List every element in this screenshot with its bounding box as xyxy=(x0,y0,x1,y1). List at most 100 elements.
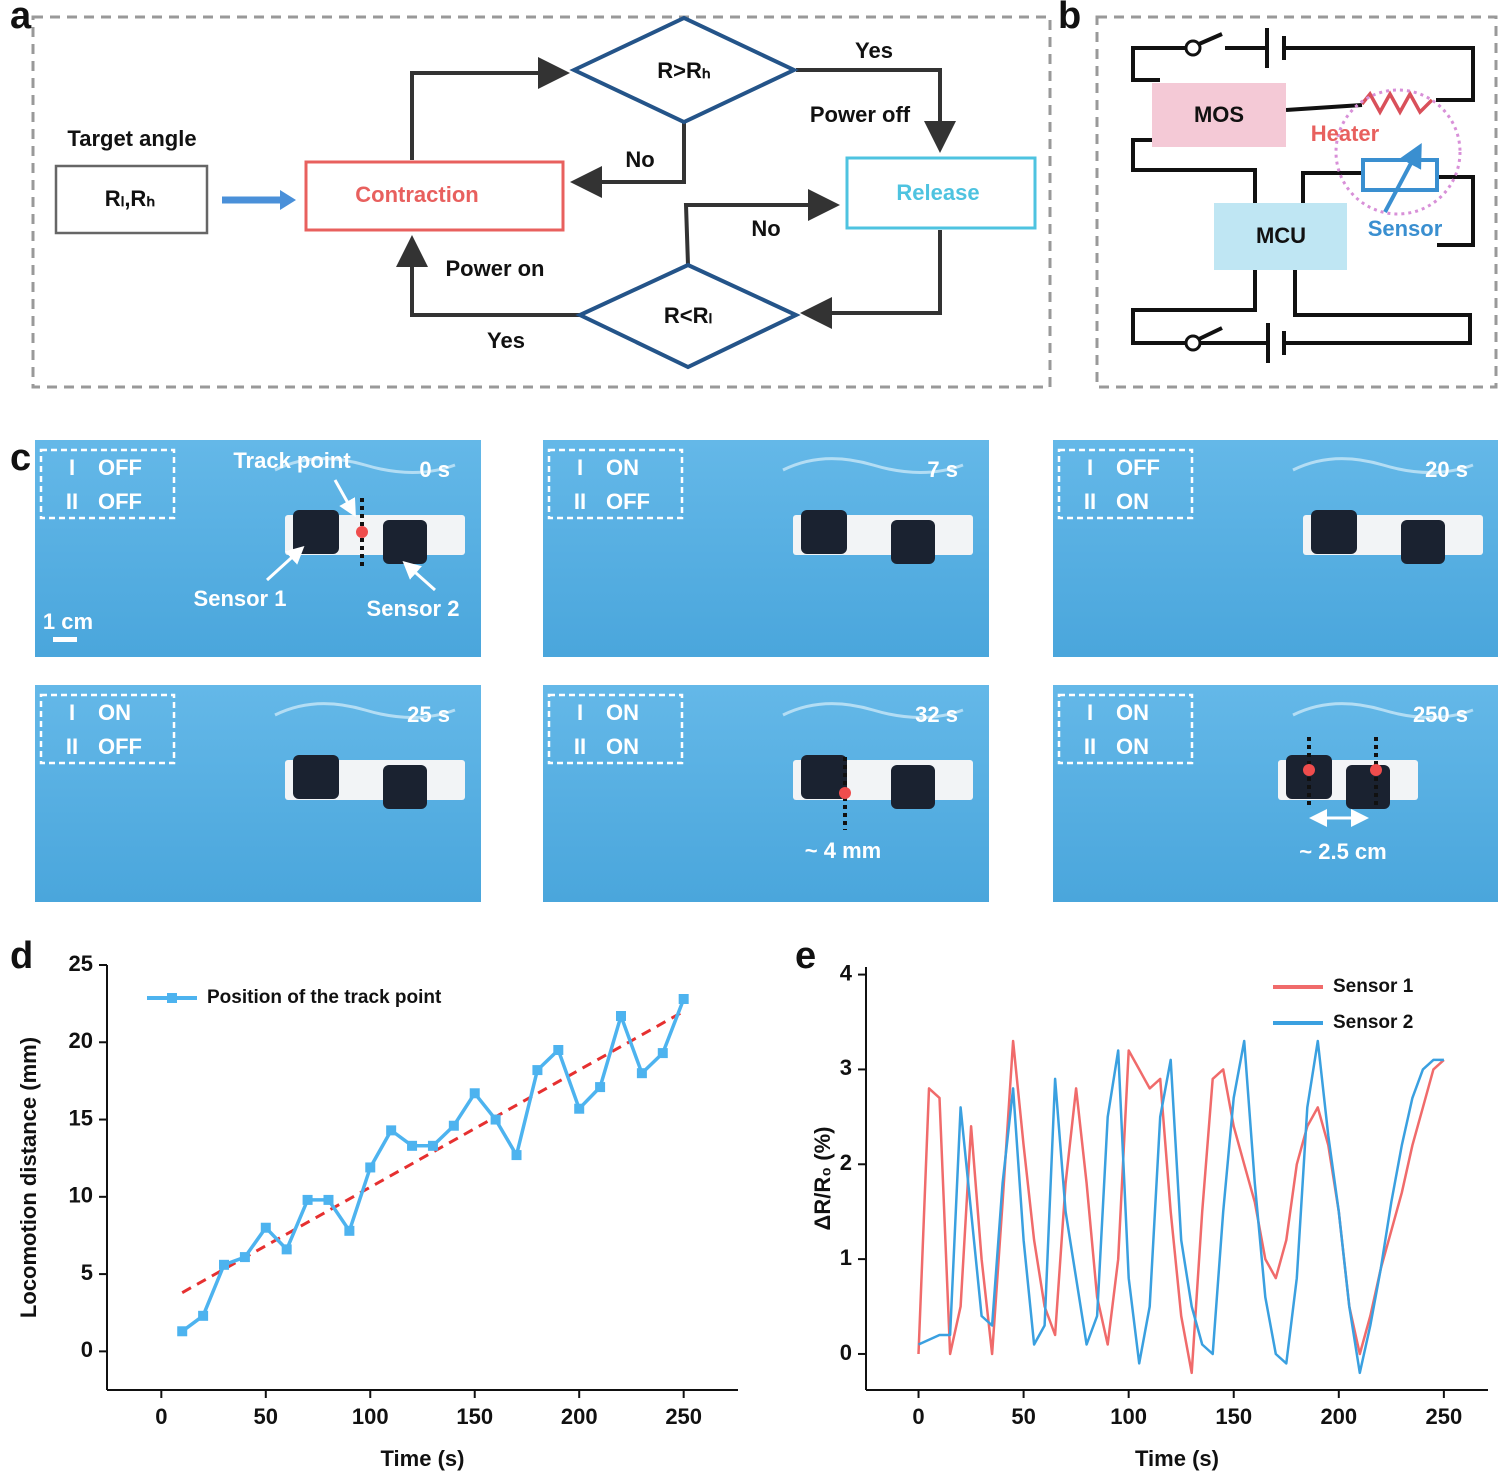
y-tick-label: 3 xyxy=(840,1055,852,1080)
annotation: Sensor 1 xyxy=(194,586,287,611)
panel-label: b xyxy=(1058,0,1081,37)
data-point xyxy=(386,1125,397,1136)
scale-bar xyxy=(53,637,77,642)
status-channel: I xyxy=(1087,700,1093,725)
sensor-pad xyxy=(891,520,935,564)
input-text: Rₗ,Rₕ xyxy=(105,186,156,211)
mos-box xyxy=(1152,83,1286,147)
track-dot xyxy=(1370,764,1382,776)
heater xyxy=(1360,90,1434,116)
wire xyxy=(1131,46,1186,82)
sensor-pad xyxy=(891,765,935,809)
data-point xyxy=(490,1114,501,1125)
panel-label: a xyxy=(10,0,32,37)
y-tick-label: 5 xyxy=(81,1260,93,1285)
data-point xyxy=(595,1082,606,1093)
status-state: OFF xyxy=(606,489,650,514)
sensor-pad xyxy=(383,520,427,564)
status-channel: II xyxy=(574,734,586,759)
status-state: OFF xyxy=(1116,455,1160,480)
edge-label: No xyxy=(625,147,654,172)
data-point xyxy=(532,1065,543,1076)
input-arrow-head xyxy=(280,190,296,210)
y-tick-label: 0 xyxy=(81,1337,93,1362)
legend-label: Sensor 1 xyxy=(1333,976,1414,997)
data-point xyxy=(574,1103,585,1114)
water-reflection xyxy=(274,702,456,719)
trend-line xyxy=(181,1010,685,1294)
edge-label: Yes xyxy=(855,38,893,63)
status-channel: II xyxy=(66,734,78,759)
decision-diamond xyxy=(569,15,799,125)
flow-arrow xyxy=(570,122,686,198)
sensor-pad xyxy=(293,755,339,799)
data-point xyxy=(657,1048,668,1059)
data-point xyxy=(219,1259,230,1270)
sensor-pad xyxy=(1311,510,1357,554)
panel-label: e xyxy=(795,935,816,977)
series-line xyxy=(181,998,686,1333)
x-tick-label: 50 xyxy=(254,1404,278,1429)
y-tick-label: 10 xyxy=(69,1183,93,1208)
status-state: OFF xyxy=(98,489,142,514)
input-box xyxy=(54,164,209,235)
panel-frame xyxy=(31,15,1052,389)
annotation: ~ 4 mm xyxy=(805,838,881,863)
time-label: 32 s xyxy=(915,702,958,727)
data-point xyxy=(365,1162,376,1173)
sensor-arrow xyxy=(1383,142,1422,213)
x-tick-label: 250 xyxy=(1426,1404,1463,1429)
release-text: Release xyxy=(896,180,979,205)
track-dot xyxy=(839,787,851,799)
wire xyxy=(1131,270,1257,345)
edge-label: Power off xyxy=(810,102,911,127)
data-point xyxy=(239,1252,250,1263)
legend-label: Sensor 2 xyxy=(1333,1012,1413,1033)
switch-lever xyxy=(1198,326,1223,341)
sensor-pad xyxy=(383,765,427,809)
sensor-label: Sensor xyxy=(1368,216,1443,241)
status-state: ON xyxy=(1116,700,1149,725)
contraction-text: Contraction xyxy=(355,182,478,207)
time-label: 20 s xyxy=(1425,457,1468,482)
dotted-circle xyxy=(1334,88,1462,216)
status-state: OFF xyxy=(98,455,142,480)
sensor-pad xyxy=(293,510,339,554)
data-point xyxy=(469,1088,480,1099)
switch xyxy=(1184,334,1202,352)
y-tick-label: 0 xyxy=(840,1340,852,1365)
water-reflection xyxy=(782,457,964,474)
x-tick-label: 200 xyxy=(561,1404,598,1429)
status-state: ON xyxy=(1116,734,1149,759)
sensor-pad xyxy=(801,510,847,554)
data-point xyxy=(615,1011,626,1021)
flow-arrow xyxy=(396,235,580,317)
time-label: 250 s xyxy=(1413,702,1468,727)
wire xyxy=(1301,171,1475,247)
switch-lever xyxy=(1198,32,1223,46)
input-label: Target angle xyxy=(67,126,196,151)
edge-label: Yes xyxy=(487,328,525,353)
data-point xyxy=(427,1140,438,1151)
status-state: ON xyxy=(98,700,131,725)
status-state: ON xyxy=(1116,489,1149,514)
data-point xyxy=(448,1120,459,1131)
status-state: ON xyxy=(606,734,639,759)
x-tick-label: 200 xyxy=(1320,1404,1357,1429)
data-point xyxy=(260,1222,271,1233)
y-axis-title: ΔR/R₀ (%) xyxy=(810,1127,835,1231)
time-label: 25 s xyxy=(407,702,450,727)
flow-arrow xyxy=(683,189,840,266)
battery xyxy=(1200,270,1472,363)
switch xyxy=(1184,39,1202,57)
x-tick-label: 250 xyxy=(665,1404,702,1429)
x-tick-label: 50 xyxy=(1011,1404,1035,1429)
time-label: 7 s xyxy=(927,457,958,482)
data-point xyxy=(198,1310,209,1321)
annotation: 1 cm xyxy=(43,609,93,634)
data-point xyxy=(323,1194,334,1205)
sensor-pad xyxy=(1346,765,1390,809)
legend-label: Position of the track point xyxy=(207,987,442,1008)
flow-arrow xyxy=(796,68,956,153)
